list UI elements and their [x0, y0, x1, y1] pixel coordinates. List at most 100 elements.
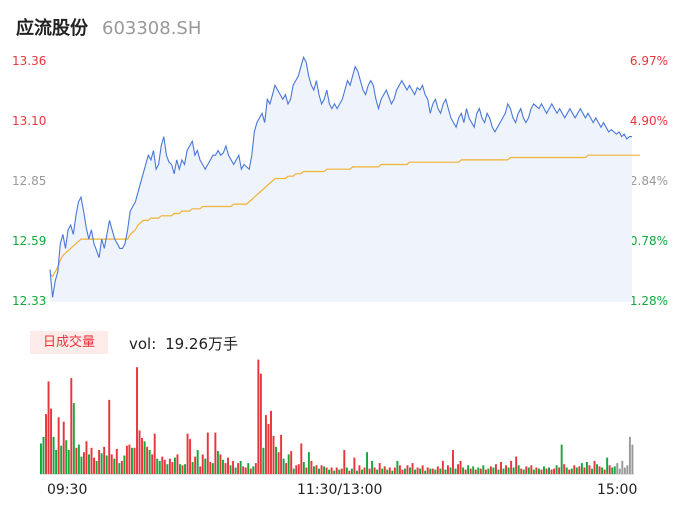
- y-tick-right-3: 0.78%: [629, 234, 668, 248]
- volume-bar: [381, 468, 384, 475]
- volume-tab[interactable]: 日成交量: [30, 331, 108, 354]
- volume-bar: [252, 466, 255, 474]
- volume-readout: vol: 19.26万手: [129, 333, 238, 354]
- volume-bar: [259, 373, 262, 474]
- volume-bar: [330, 467, 333, 474]
- volume-bar: [515, 456, 518, 474]
- volume-bar: [206, 432, 209, 474]
- volume-bar: [535, 467, 538, 474]
- volume-bar: [136, 367, 138, 474]
- volume-bar: [545, 468, 548, 475]
- volume-bar: [199, 466, 202, 474]
- volume-bar: [371, 460, 374, 474]
- volume-bar: [436, 466, 439, 474]
- volume-bar: [421, 465, 424, 474]
- volume-bar: [297, 464, 300, 474]
- volume-bar: [65, 440, 68, 474]
- volume-bar: [216, 451, 219, 474]
- volume-bar: [403, 468, 406, 475]
- volume-bar: [237, 463, 240, 474]
- volume-bar: [353, 457, 356, 474]
- volume-bar: [98, 450, 101, 474]
- volume-bar: [517, 465, 520, 474]
- volume-bar: [320, 465, 323, 474]
- volume-bar: [292, 468, 295, 475]
- volume-bar: [201, 454, 204, 474]
- volume-bar: [386, 469, 389, 474]
- volume-bar: [103, 446, 106, 475]
- volume-bar: [345, 467, 348, 474]
- volume-bar: [60, 445, 63, 474]
- volume-bar: [416, 467, 419, 474]
- volume-bar: [512, 467, 515, 474]
- volume-bar: [300, 443, 303, 474]
- volume-bar: [131, 447, 133, 474]
- volume-bar: [239, 460, 242, 474]
- volume-bar: [598, 466, 601, 474]
- volume-bar: [464, 469, 467, 474]
- volume-bar: [120, 460, 123, 474]
- volume-bar: [62, 421, 65, 474]
- volume-bar: [168, 458, 171, 474]
- volume-bar: [275, 446, 277, 475]
- volume-bar: [608, 465, 611, 474]
- volume-bar: [469, 468, 472, 475]
- volume-bar: [580, 463, 583, 474]
- price-line: [49, 55, 632, 298]
- volume-bar: [434, 469, 437, 474]
- x-tick-midday: 11:30/13:00: [297, 482, 383, 498]
- volume-bar: [189, 439, 192, 474]
- volume-bar: [414, 469, 417, 474]
- volume-bar: [376, 469, 379, 474]
- volume-bar: [444, 469, 447, 474]
- volume-bar: [52, 436, 55, 474]
- volume-bar: [565, 467, 568, 474]
- volume-bar: [335, 467, 338, 474]
- volume-bar: [560, 444, 563, 474]
- volume-bar: [449, 467, 452, 474]
- volume-bar: [358, 465, 361, 474]
- volume-bar: [315, 465, 318, 474]
- volume-bar: [603, 469, 606, 474]
- volume-bar: [482, 465, 485, 474]
- volume-bar: [282, 458, 285, 474]
- volume-bar: [143, 441, 146, 474]
- volume-bar: [596, 464, 599, 474]
- volume-bar: [148, 450, 151, 474]
- volume-bar: [621, 460, 624, 474]
- volume-bar: [563, 464, 566, 474]
- volume-bar: [527, 467, 530, 474]
- volume-bar: [459, 460, 462, 474]
- volume-bar: [479, 468, 482, 475]
- volume-bar: [118, 463, 121, 474]
- volume-bar: [80, 456, 83, 474]
- volume-bar: [424, 470, 427, 474]
- volume-bar: [426, 467, 429, 474]
- volume-bar: [40, 443, 42, 474]
- volume-bar: [123, 455, 126, 474]
- volume-bar: [163, 459, 166, 474]
- stock-header: 应流股份 603308.SH: [16, 14, 201, 40]
- volume-bar: [224, 463, 227, 474]
- volume-bar: [616, 463, 619, 474]
- volume-bar: [583, 467, 586, 474]
- volume-bar: [474, 469, 477, 474]
- volume-bar: [232, 460, 235, 474]
- volume-bar: [262, 447, 265, 474]
- volume-bar: [611, 467, 614, 474]
- volume-bar: [108, 399, 111, 474]
- volume-bar: [77, 444, 80, 474]
- stock-code: 603308.SH: [102, 18, 202, 39]
- volume-bar: [221, 459, 224, 474]
- volume-bar: [138, 430, 141, 474]
- volume-bar: [368, 468, 371, 475]
- volume-bar: [156, 458, 159, 474]
- volume-bar: [113, 458, 116, 474]
- volume-bar: [153, 433, 156, 474]
- volume-bar: [457, 464, 459, 474]
- volume-bar: [543, 466, 545, 474]
- y-tick-left-2: 12.85: [12, 174, 47, 188]
- volume-bar: [507, 467, 510, 474]
- volume-bar: [588, 465, 591, 474]
- price-area-fill: [50, 57, 632, 302]
